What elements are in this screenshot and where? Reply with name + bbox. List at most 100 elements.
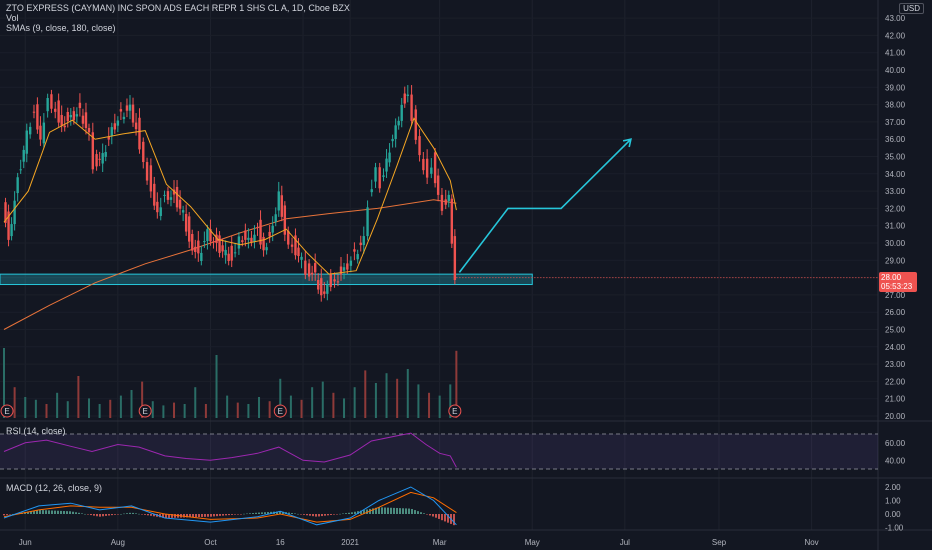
candle-body — [297, 247, 300, 257]
price-axis-tick: 37.00 — [885, 118, 906, 127]
volume-bar — [364, 370, 367, 418]
candle-body — [447, 194, 450, 201]
candle-body — [265, 247, 268, 251]
macd-histogram-bar — [96, 514, 98, 517]
candle-body — [101, 153, 104, 164]
candle-body — [268, 231, 271, 237]
price-axis-tick: 34.00 — [885, 170, 906, 179]
volume-bar — [141, 381, 144, 418]
candle-body — [274, 214, 277, 222]
volume-bar — [300, 399, 303, 418]
macd-histogram-bar — [423, 513, 425, 514]
candle-body — [233, 252, 237, 254]
candle-body — [181, 210, 185, 213]
macd-histogram-bar — [417, 511, 419, 514]
macd-histogram-bar — [243, 513, 245, 515]
candle-body — [300, 256, 303, 260]
time-axis-tick: Mar — [433, 538, 447, 547]
volume-bar — [385, 373, 388, 418]
candle-body — [156, 201, 159, 213]
macd-histogram-bar — [354, 511, 356, 514]
macd-histogram-bar — [453, 514, 455, 526]
candle-body — [253, 234, 256, 242]
macd-histogram-bar — [132, 512, 134, 514]
macd-histogram-bar — [93, 514, 95, 516]
candle-body — [313, 263, 317, 273]
candle-body — [370, 189, 373, 193]
price-axis-tick: 33.00 — [885, 187, 906, 196]
macd-histogram-bar — [390, 507, 392, 514]
candle-body — [194, 246, 197, 252]
candle-body — [422, 158, 425, 171]
macd-legend: MACD (12, 26, close, 9) — [6, 483, 103, 493]
macd-histogram-bar — [366, 509, 368, 514]
macd-histogram-bar — [231, 514, 233, 515]
volume-bar — [417, 384, 420, 418]
macd-histogram-bar — [171, 514, 173, 518]
macd-histogram-bar — [9, 514, 11, 515]
price-axis-tick: 32.00 — [885, 204, 906, 213]
macd-histogram-bar — [246, 513, 248, 515]
currency-badge[interactable]: USD — [899, 3, 924, 14]
macd-histogram-bar — [228, 514, 230, 516]
macd-histogram-bar — [99, 514, 101, 517]
rsi-band — [0, 434, 878, 469]
macd-histogram-bar — [402, 508, 404, 514]
price-axis-tick: 43.00 — [885, 14, 906, 23]
volume-bar — [449, 384, 452, 418]
candle-body — [215, 234, 218, 243]
volume-bar — [396, 378, 399, 418]
macd-axis-tick: 2.00 — [885, 483, 901, 492]
candle-body — [430, 167, 433, 174]
candle-body — [50, 94, 53, 109]
macd-histogram-bar — [438, 514, 440, 519]
price-axis-tick: 25.00 — [885, 326, 906, 335]
macd-histogram-bar — [63, 511, 65, 514]
price-axis-tick: 24.00 — [885, 343, 906, 352]
macd-histogram-bar — [141, 514, 143, 515]
candle-body — [356, 254, 359, 260]
macd-histogram-bar — [78, 512, 80, 514]
candle-body — [122, 116, 126, 120]
earnings-marker-label: E — [278, 407, 283, 416]
candle-body — [172, 189, 176, 195]
candle-body — [16, 177, 19, 194]
macd-histogram-bar — [42, 510, 44, 514]
volume-bar — [194, 387, 197, 418]
macd-histogram-bar — [174, 514, 176, 518]
sma-legend: SMAs (9, close, 180, close) — [6, 23, 116, 33]
candle-body — [414, 109, 417, 140]
price-axis-tick: 23.00 — [885, 360, 906, 369]
volume-bar — [130, 390, 133, 418]
macd-histogram-bar — [3, 514, 5, 516]
macd-histogram-bar — [426, 514, 428, 515]
candle-body — [310, 272, 314, 275]
volume-bar — [162, 405, 165, 418]
earnings-marker-icon — [138, 404, 152, 418]
price-axis-tick: 42.00 — [885, 31, 906, 40]
macd-histogram-bar — [336, 514, 338, 515]
macd-histogram-bar — [207, 514, 209, 517]
candle-body — [391, 138, 394, 142]
candle-body — [247, 237, 250, 240]
macd-histogram-bar — [408, 508, 410, 514]
candle-body — [339, 266, 343, 275]
macd-histogram-bar — [414, 510, 416, 514]
macd-histogram-bar — [72, 511, 74, 514]
volume-bar — [66, 401, 69, 418]
macd-histogram-bar — [87, 514, 89, 515]
candle-body — [333, 279, 336, 282]
candle-body — [400, 104, 403, 121]
candle-body — [163, 194, 166, 196]
macd-histogram-bar — [153, 514, 155, 517]
candle-body — [323, 291, 326, 294]
symbol-title: ZTO EXPRESS (CAYMAN) INC SPON ADS EACH R… — [6, 3, 350, 13]
candle-body — [280, 195, 283, 217]
macd-histogram-bar — [198, 514, 200, 518]
candle-body — [116, 120, 120, 126]
candle-body — [425, 158, 429, 178]
candle-body — [28, 126, 32, 135]
macd-histogram-bar — [162, 514, 164, 518]
candle-body — [290, 244, 294, 247]
